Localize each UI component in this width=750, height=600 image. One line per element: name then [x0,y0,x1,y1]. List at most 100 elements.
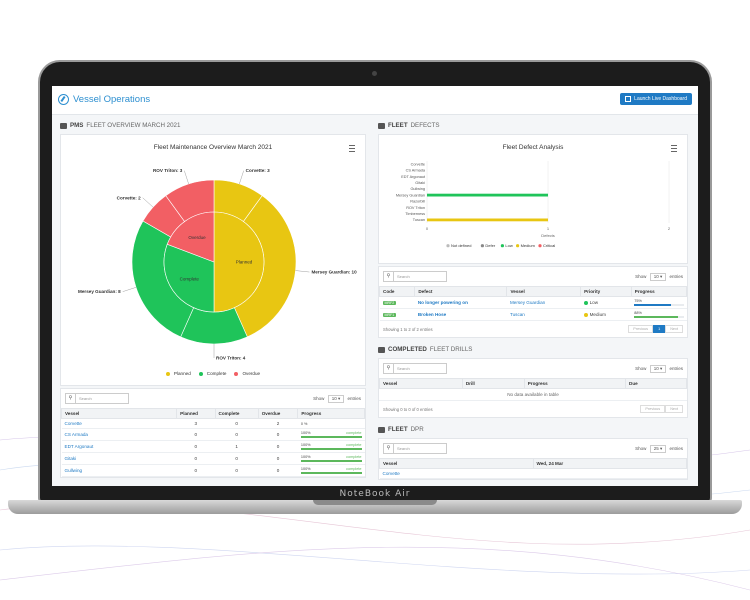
drills-search-input[interactable]: ⚲ Search [383,363,447,374]
pms-section-header: PMS FLEET OVERVIEW MARCH 2021 [60,122,366,129]
legend-item[interactable]: Planned [165,371,191,376]
calendar-check-icon [378,346,385,353]
defect-cell[interactable]: No longer powering on [414,296,507,309]
vessel-link[interactable]: Tuscan [509,312,525,317]
pie-slice-label: ROV Triton: 3 [153,168,183,173]
vessel-cell[interactable]: Gitaki [61,452,177,465]
left-column: PMS FLEET OVERVIEW MARCH 2021 Fleet Main… [60,116,366,478]
bar-legend-label: Defer [485,243,495,248]
vessel-cell[interactable]: Tuscan [506,308,581,321]
progress-fill [634,304,672,306]
progress-text: 0 % [301,422,362,426]
vessel-cell[interactable]: Gullwing [61,464,177,477]
defect-cell[interactable]: Broken Hose [414,308,507,321]
pms-show-select[interactable]: 10 ▾ [327,394,345,403]
pager-page-1[interactable]: 1 [653,325,666,333]
show-label: Show [635,273,647,279]
complete-cell: 0 [215,418,259,429]
col-vessel[interactable]: Vessel [379,458,534,469]
col-date[interactable]: Wed, 24 Mar [532,458,687,469]
col-progress[interactable]: Progress [523,378,627,389]
col-progress[interactable]: Progress [297,408,365,419]
col-code[interactable]: Code [378,286,416,297]
dpr-search-input[interactable]: ⚲ Search [383,443,447,454]
dpr-section-title: DPR [410,426,424,433]
pms-search-input[interactable]: ⚲ Search [65,393,129,404]
progress-fill [300,460,362,462]
pie-inner-slice [213,211,265,313]
vessel-link[interactable]: Corvette [64,421,82,426]
bar-category-label: Corvette [411,162,425,166]
planned-cell: 0 [176,428,216,441]
vessel-link[interactable]: CS Armada [64,432,89,437]
col-vessel[interactable]: Vessel [506,286,582,297]
vessel-cell[interactable]: Mersey Guardian [506,296,581,309]
pie-label-connector [239,170,244,185]
col-vessel[interactable]: Vessel [379,378,463,389]
col-drill[interactable]: Drill [461,378,525,389]
col-due[interactable]: Due [625,378,687,389]
vessel-link[interactable]: Gullwing [64,468,83,473]
planned-cell: 3 [176,418,216,429]
bar-x-tick: 2 [668,226,671,231]
pager-previous[interactable]: Previous [628,325,654,333]
col-defect[interactable]: Defect [414,286,508,297]
compass-icon [58,94,69,105]
defect-link[interactable]: Broken Hose [417,312,447,317]
pms-chart-card: Fleet Maintenance Overview March 2021 Pl… [60,134,366,386]
col-vessel[interactable]: Vessel [60,408,178,419]
pager-next[interactable]: Next [665,325,683,333]
col-priority[interactable]: Priority [580,286,632,297]
vessel-link[interactable]: EDT Argonaut [64,444,94,449]
legend-item[interactable]: Overdue [234,371,260,376]
vessel-cell[interactable]: Corvette [379,468,533,479]
progress-status: complete [346,467,362,471]
show-label: Show [635,365,647,371]
pager-next[interactable]: Next [665,405,683,413]
dpr-show-select[interactable]: 25 ▾ [649,444,667,453]
vessel-link[interactable]: Corvette [382,471,400,476]
defects-search-input[interactable]: ⚲ Search [383,271,447,282]
vessel-cell[interactable]: Corvette [61,418,177,429]
date-cell [533,468,687,479]
progress-cell: 88% [631,308,687,321]
legend-item[interactable]: Complete [198,371,226,376]
vessel-link[interactable]: Gitaki [64,456,77,461]
pie-label-connector [184,170,189,185]
vessel-cell[interactable]: CS Armada [61,428,177,441]
drills-show-select[interactable]: 10 ▾ [649,364,667,373]
col-overdue[interactable]: Overdue [257,408,299,419]
app-title[interactable]: Vessel Operations [58,94,150,105]
code-cell: MRF2 [379,296,415,309]
col-progress[interactable]: Progress [630,286,688,297]
defect-link[interactable]: No longer powering on [417,300,468,305]
pager-previous[interactable]: Previous [640,405,666,413]
pms-section-prefix: PMS [70,122,84,129]
cogs-icon [60,122,67,129]
progress-cell: 100% complete [297,428,365,441]
bar-category-label: Gitaki [415,181,425,185]
code-cell: MRF1 [379,308,415,321]
legend-label: Planned [173,371,191,376]
vessel-link[interactable]: Mersey Guardian [509,300,546,305]
pie-slice-label: ROV Triton: 4 [216,356,246,361]
drills-show-entries: Show 10 ▾ entries [635,364,683,373]
col-planned[interactable]: Planned [176,408,216,419]
drills-table: Vessel Drill Progress Due [379,378,687,389]
bar-x-tick: 0 [426,226,429,231]
vessel-cell[interactable]: EDT Argonaut [61,440,177,453]
pie-inner-label: Planned [236,260,253,265]
bar-low [427,193,548,197]
overdue-cell: 2 [258,418,298,429]
chart-menu-icon[interactable] [671,145,677,152]
laptop-lid: Vessel Operations Launch Live Dashboard … [40,62,710,502]
launch-live-dashboard-button[interactable]: Launch Live Dashboard [620,93,692,105]
chart-menu-icon[interactable] [349,145,355,152]
progress-value: 100% [300,467,311,471]
drills-table-card: ⚲ Search Show 10 ▾ entries Vessel Drill [378,358,688,418]
app-title-text: Vessel Operations [73,94,151,105]
dpr-search-placeholder: Search [397,446,410,451]
col-complete[interactable]: Complete [214,408,259,419]
table-row: Corvette [379,468,687,479]
defects-show-select[interactable]: 10 ▾ [649,272,667,281]
